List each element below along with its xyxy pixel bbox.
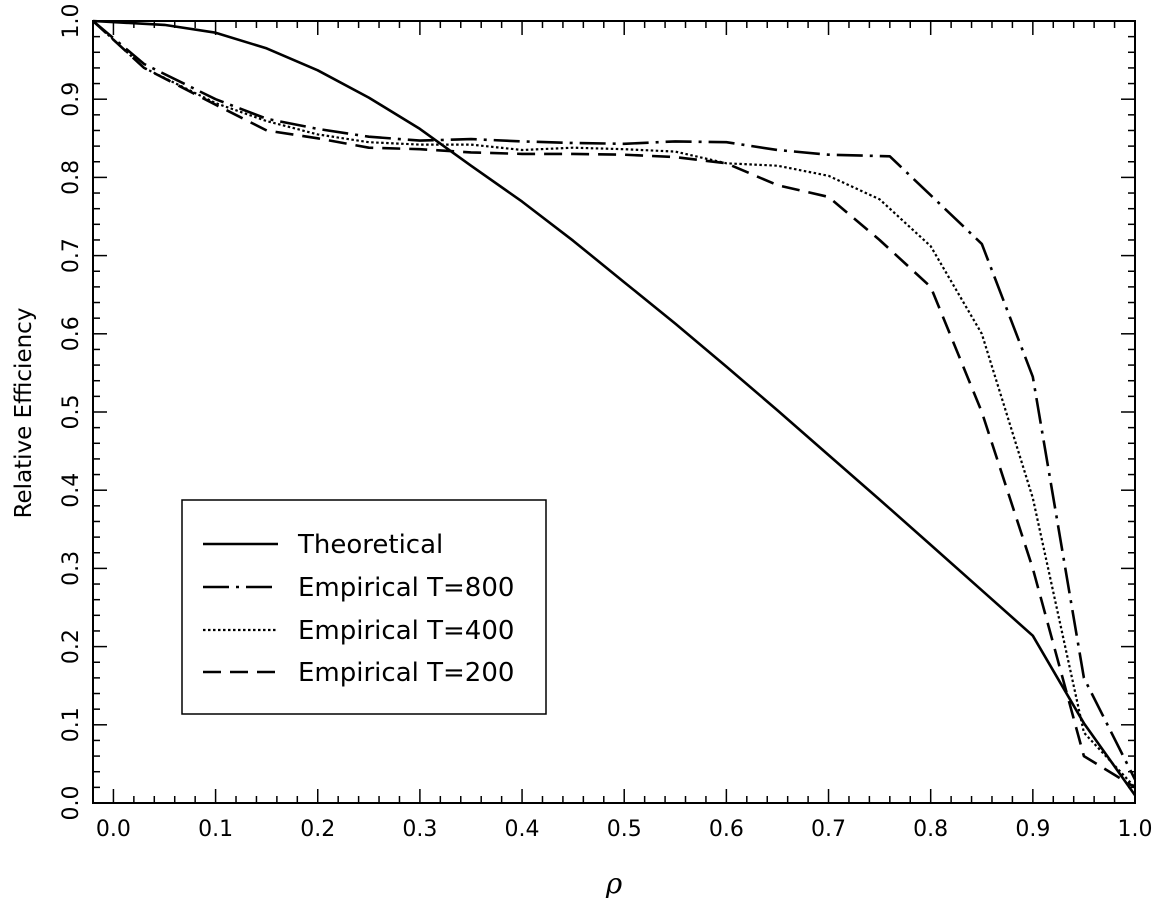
series-line-2 <box>92 20 1137 781</box>
x-tick-label: 1.0 <box>1118 817 1153 842</box>
legend-box <box>181 499 547 715</box>
tick-labels-layer: 0.0 0.1 0.2 0.3 0.4 0.5 0.6 0.7 0.8 0.9 1.0 0.0 0.1 0… <box>59 4 1153 843</box>
series-layer <box>92 19 1137 796</box>
y-tick-label: 1.0 <box>59 4 84 39</box>
x-tick-label: 0.8 <box>913 817 948 842</box>
series-line-1 <box>92 19 1137 796</box>
x-tick-label: 0.4 <box>505 817 540 842</box>
x-tick-label: 0.1 <box>198 817 233 842</box>
y-tick-label: 0.7 <box>59 238 84 273</box>
x-tick-label: 0.3 <box>402 817 437 842</box>
series-line-4 <box>92 20 1136 789</box>
legend-label-3: Empirical T=400 <box>298 616 514 646</box>
y-tick-label: 0.2 <box>59 629 84 664</box>
legend-label-2: Empirical T=800 <box>298 573 514 603</box>
y-tick-label: 0.9 <box>59 82 84 117</box>
x-tick-label: 0.7 <box>811 817 846 842</box>
y-tick-label: 0.5 <box>59 395 84 430</box>
series-line-3 <box>92 20 1136 789</box>
legend-label-1: Theoretical <box>297 530 443 560</box>
y-tick-label: 0.6 <box>59 316 84 351</box>
legend-label-4: Empirical T=200 <box>298 658 514 688</box>
x-tick-label: 0.9 <box>1015 817 1050 842</box>
x-tick-label: 0.2 <box>300 817 335 842</box>
ticks-layer <box>93 20 1136 804</box>
y-axis-title: Relative Efficiency <box>11 308 37 519</box>
y-tick-label: 0.1 <box>59 707 84 742</box>
x-tick-label: 0.0 <box>96 817 131 842</box>
y-tick-label: 0.4 <box>59 473 84 508</box>
y-tick-label: 0.0 <box>59 786 84 821</box>
x-tick-label: 0.5 <box>607 817 642 842</box>
x-axis-title: ρ <box>605 867 623 898</box>
legend-entries: Theoretical Empirical T=800 Empirical T=40… <box>203 530 514 688</box>
legend: Theoretical Empirical T=800 Empirical T=40… <box>181 499 547 715</box>
x-tick-label: 0.6 <box>709 817 744 842</box>
y-tick-label: 0.3 <box>59 551 84 586</box>
y-tick-label: 0.8 <box>59 160 84 195</box>
